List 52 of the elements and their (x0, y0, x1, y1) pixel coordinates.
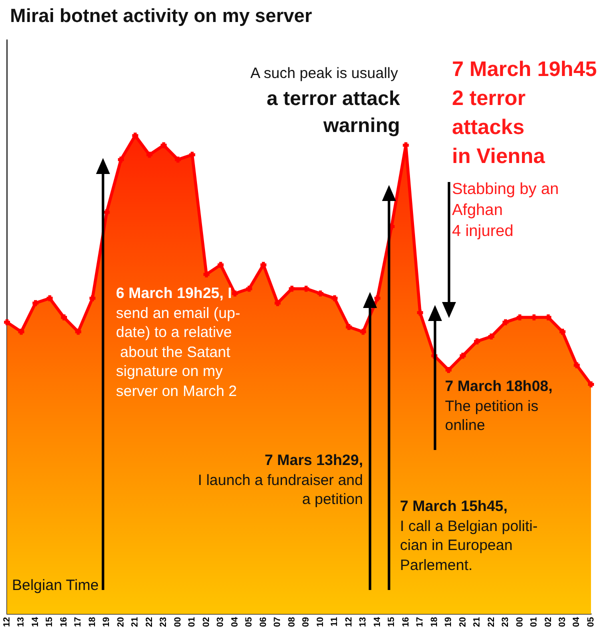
x-tick-label: 10 (314, 616, 325, 628)
x-tick-label: 04 (571, 616, 582, 628)
x-tick-label: 17 (72, 616, 83, 628)
x-tick-label: 22 (144, 616, 154, 628)
annotation: a terror attack warning (266, 87, 400, 139)
x-tick-label: 07 (272, 616, 282, 628)
annotation: 6 March 19h25, I send an email (up- date) to a relative about the Satant signature on my server on March 2 (116, 284, 242, 401)
x-tick-label: 15 (44, 616, 54, 628)
x-tick-label: 08 (286, 616, 296, 628)
x-tick-label: 01 (186, 616, 197, 628)
chart-title: Mirai botnet activity on my server (10, 6, 312, 28)
x-tick-label: 13 (16, 616, 26, 628)
annotation: 7 March 19h45 2 terror attacks in Vienna (452, 57, 598, 170)
x-tick-label: 19 (101, 616, 112, 628)
x-tick-label: 20 (115, 616, 126, 628)
x-tick-label: 04 (229, 616, 240, 628)
text: A such peak is usually (249, 64, 398, 84)
x-tick-label: 12 (343, 616, 354, 628)
x-tick-label: 15 (386, 616, 396, 628)
x-tick-label: 03 (215, 616, 226, 628)
x-tick-label: 02 (200, 616, 211, 628)
x-tick-label: 14 (372, 616, 382, 628)
x-tick-label: 05 (585, 616, 596, 628)
x-tick-label: 00 (172, 616, 182, 628)
x-tick-label: 00 (514, 616, 524, 628)
x-tick-label: 09 (300, 616, 311, 628)
x-tick-label: 02 (542, 616, 553, 628)
x-tick-label: 21 (472, 616, 482, 628)
x-tick-label: 18 (86, 616, 97, 628)
annotation: 7 March 15h45, I call a Belgian politi- cian in European Parlement. (400, 497, 539, 575)
x-tick-label: 11 (329, 616, 340, 627)
x-tick-label: 17 (414, 616, 425, 628)
x-tick-label: 23 (158, 616, 168, 628)
x-tick-label: 14 (30, 616, 40, 628)
x-tick-label: 20 (457, 616, 468, 628)
x-tick-label: 18 (428, 616, 439, 628)
x-tick-label: 16 (58, 616, 68, 628)
x-tick-label: 03 (556, 616, 567, 628)
x-tick-label: 12 (1, 616, 12, 628)
x-tick-label: 05 (244, 616, 254, 628)
x-tick-label: 16 (400, 616, 410, 628)
annotation: Stabbing by an Afghan 4 injured (452, 180, 560, 242)
x-tick-label: 21 (130, 616, 140, 628)
x-tick-label: 01 (528, 616, 539, 628)
x-tick-label: 23 (500, 616, 510, 628)
x-tick-label: 06 (258, 616, 268, 628)
x-tick-label: 19 (443, 616, 454, 628)
annotation: Belgian Time (12, 576, 100, 596)
annotation: 7 Mars 13h29, I launch a fundraiser and a petition (196, 451, 363, 510)
x-tick-label: 13 (358, 616, 368, 628)
annotation: 7 March 18h08, The petition is online (445, 377, 554, 436)
x-tick-label: 22 (486, 616, 496, 628)
